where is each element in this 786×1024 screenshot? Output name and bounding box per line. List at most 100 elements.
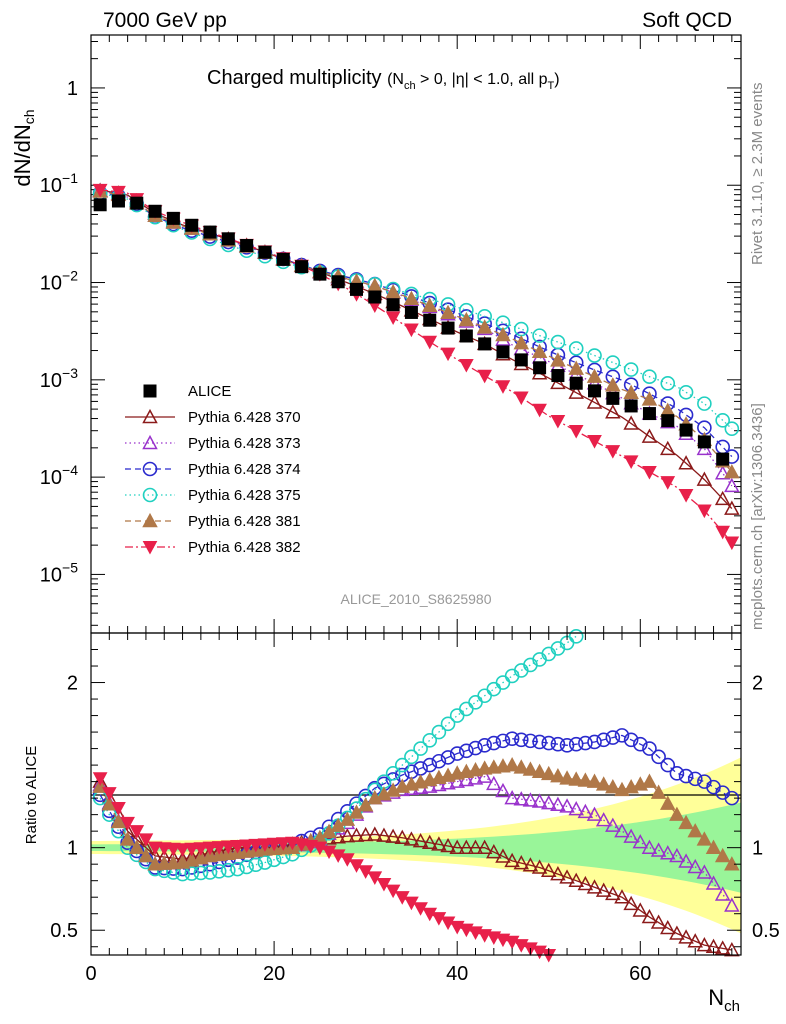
data-point xyxy=(148,204,162,218)
main-point xyxy=(714,490,731,506)
y-tick-label: 10−1 xyxy=(40,170,78,197)
y-tick-label: 1 xyxy=(67,78,78,100)
ratio-point xyxy=(230,839,245,854)
ratio-point xyxy=(669,925,685,940)
ratio-point xyxy=(248,838,264,853)
ratio-point xyxy=(577,875,594,891)
main-point xyxy=(660,376,676,391)
ratio-point xyxy=(394,829,411,845)
ratio-point xyxy=(440,716,456,732)
main-point xyxy=(641,391,658,406)
ratio-point xyxy=(239,859,254,875)
main-point xyxy=(605,377,621,392)
main-point xyxy=(587,348,602,363)
main-point xyxy=(678,384,694,400)
ratio-series-line xyxy=(99,734,733,870)
ratio-point xyxy=(248,857,264,873)
ratio-point xyxy=(513,791,530,806)
ratio-point xyxy=(559,869,575,884)
ratio-point xyxy=(440,837,456,853)
main-point xyxy=(459,358,474,373)
legend-entry-data: ALICE xyxy=(143,383,231,400)
main-point xyxy=(367,277,383,293)
ratio-point xyxy=(577,772,594,787)
ratio-point xyxy=(705,839,722,854)
data-point xyxy=(185,218,199,232)
main-point xyxy=(623,455,639,469)
legend-label: Pythia 6.428 375 xyxy=(188,487,301,504)
ratio-point xyxy=(595,812,612,827)
main-point xyxy=(513,321,529,337)
data-point xyxy=(569,376,583,390)
main-point xyxy=(440,304,456,320)
x-tick-label: 0 xyxy=(85,963,96,985)
ratio-point xyxy=(449,839,465,854)
y-axis-label: dN/dNch xyxy=(10,109,37,186)
ratio-point xyxy=(623,895,639,911)
main-point xyxy=(714,465,731,480)
ratio-point xyxy=(669,806,685,821)
legend-label: Pythia 6.428 374 xyxy=(188,461,301,478)
main-point xyxy=(111,185,126,200)
ratio-point xyxy=(221,862,236,878)
ratio-point xyxy=(467,839,484,854)
rivet-label: Rivet 3.1.10, ≥ 2.3M events xyxy=(749,83,766,266)
ratio-point xyxy=(495,733,511,749)
ratio-point xyxy=(513,759,530,774)
ratio-point xyxy=(568,736,584,752)
ratio-point xyxy=(587,734,602,750)
ratio-point xyxy=(357,826,374,842)
ratio-point xyxy=(431,753,447,769)
ratio-point xyxy=(422,757,438,773)
ratio-point xyxy=(714,886,731,901)
ratio-point xyxy=(504,790,520,805)
ratio-point xyxy=(476,839,493,854)
ratio-y-tick-label-right: 1 xyxy=(752,838,763,860)
ratio-point xyxy=(577,803,594,819)
ratio-point xyxy=(669,847,685,863)
legend-marker xyxy=(142,540,158,555)
ratio-point xyxy=(678,929,694,944)
legend-label: Pythia 6.428 370 xyxy=(188,409,301,426)
main-point xyxy=(697,396,712,411)
data-point xyxy=(588,384,602,398)
main-point xyxy=(642,369,657,385)
ratio-point xyxy=(431,836,447,851)
main-point xyxy=(568,360,584,375)
y-tick-label: 10−2 xyxy=(40,268,78,295)
y-tick-label: 10−5 xyxy=(40,559,78,586)
ratio-point xyxy=(632,834,649,849)
ratio-point xyxy=(459,743,474,759)
data-point xyxy=(313,267,327,281)
ratio-point xyxy=(724,897,740,912)
legend-entry-3: Pythia 6.428 375 xyxy=(125,487,301,504)
main-point xyxy=(623,362,639,377)
legend-label: Pythia 6.428 382 xyxy=(188,539,301,556)
ratio-point xyxy=(641,773,658,788)
ratio-panel-frame xyxy=(90,632,742,956)
ratio-point xyxy=(92,772,108,786)
ratio-point xyxy=(486,681,502,697)
data-point xyxy=(478,337,492,351)
ratio-point xyxy=(586,773,603,788)
ratio-point xyxy=(660,757,676,773)
ratio-point xyxy=(330,849,346,863)
x-tick-label: 60 xyxy=(629,963,651,985)
ratio-point xyxy=(486,843,502,859)
ratio-point xyxy=(477,737,492,753)
data-point xyxy=(496,345,510,359)
ratio-point xyxy=(696,831,713,846)
data-point xyxy=(606,391,620,405)
ratio-point xyxy=(357,797,374,812)
ratio-point xyxy=(339,811,356,826)
ratio-point xyxy=(202,841,218,856)
ratio-point xyxy=(678,853,694,868)
data-point xyxy=(221,232,235,246)
ratio-point xyxy=(540,765,557,781)
ratio-point xyxy=(202,865,218,880)
ratio-point xyxy=(595,776,612,791)
data-point xyxy=(258,245,272,259)
main-points xyxy=(92,182,740,551)
data-point xyxy=(661,414,675,428)
ratio-points xyxy=(92,629,740,963)
